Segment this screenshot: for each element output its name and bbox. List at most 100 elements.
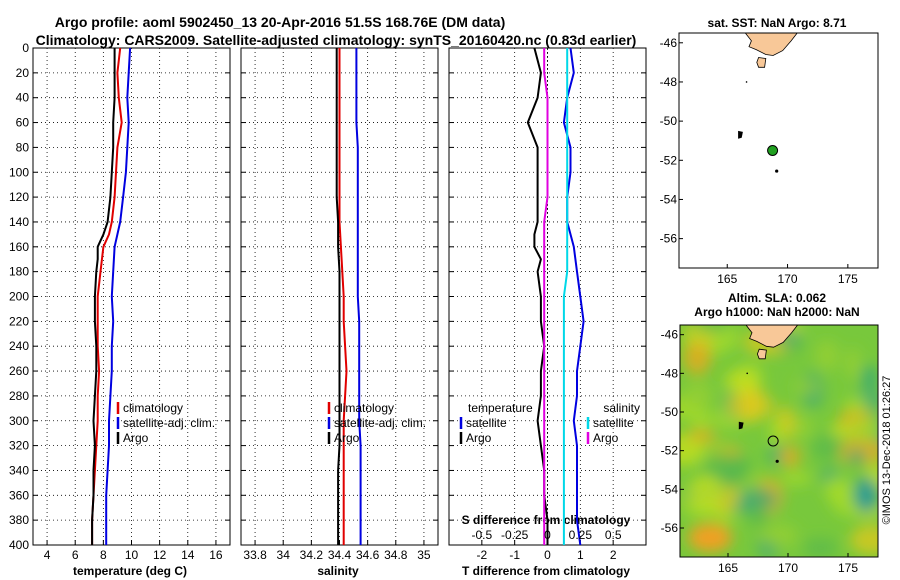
- y-tick-label: 200: [9, 290, 29, 304]
- sla-map-title-2: Argo h1000: NaN h2000: NaN: [694, 305, 859, 319]
- y-tick-label: 360: [9, 488, 29, 502]
- map-y-tick-label: -46: [661, 328, 679, 342]
- x-tick-label: -2: [476, 548, 487, 562]
- sla-blob: [682, 381, 713, 410]
- sla-blob: [747, 507, 770, 528]
- y-tick-label: 260: [9, 364, 29, 378]
- y-tick-label: 180: [9, 265, 29, 279]
- map-x-tick-label: 170: [778, 272, 798, 286]
- s-tick-label: -0.25: [501, 528, 529, 542]
- map-y-tick-label: -52: [661, 444, 679, 458]
- series-s-satellite-line: [562, 48, 569, 545]
- series-satellite-line: [105, 47, 132, 545]
- sla-blob: [841, 418, 878, 441]
- x-tick-label: 34.2: [300, 548, 324, 562]
- map-x-tick-label: 170: [778, 561, 798, 575]
- sla-blob: [683, 340, 712, 375]
- land-campbell-island: [775, 459, 779, 463]
- y-tick-label: 320: [9, 439, 29, 453]
- sla-blob: [780, 445, 801, 468]
- legend-label: Argo: [334, 431, 360, 445]
- series-climatology-line: [91, 47, 123, 545]
- argo-position-marker: [767, 145, 779, 156]
- series-t-argo-line: [526, 47, 549, 545]
- x-tick-label: 35: [417, 548, 431, 562]
- series-climatology-line: [338, 48, 348, 545]
- land-auckland-islands: [738, 130, 743, 139]
- series-argo-line: [91, 48, 116, 545]
- sla-blob: [792, 380, 821, 395]
- sla-blob-high: [688, 523, 732, 552]
- sla-map-panel: Altim. SLA: 0.062 Argo h1000: NaN h2000:…: [661, 291, 879, 575]
- sst-map-panel: sat. SST: NaN Argo: 8.71 165 170 175 -46 -48…: [660, 16, 879, 286]
- x-tick-label: -1: [509, 548, 520, 562]
- series-argo-line: [335, 48, 341, 545]
- x-tick-label: 10: [125, 548, 139, 562]
- s-tick-label: 0: [544, 528, 551, 542]
- map-x-tick-label: 175: [838, 272, 858, 286]
- series-t-satellite-line: [562, 47, 585, 546]
- sla-blob: [732, 454, 751, 482]
- legend-label: Argo: [123, 431, 149, 445]
- sla-blob: [814, 340, 840, 371]
- s-tick-label: 0.25: [569, 528, 593, 542]
- sla-blob: [714, 511, 737, 525]
- land-stewart-island: [756, 57, 767, 68]
- map-frame: [678, 32, 879, 269]
- y-tick-label: 300: [9, 414, 29, 428]
- legend-label: satellite: [466, 416, 507, 430]
- legend-label: satellite-adj. clim.: [123, 416, 215, 430]
- x-tick-label: 34.4: [328, 548, 352, 562]
- map-x-tick-label: 165: [718, 561, 738, 575]
- map-x-tick-label: 165: [717, 272, 737, 286]
- y-tick-label: 80: [16, 140, 30, 154]
- salinity-panel: salinity 33.8 34 34.2 34.4 34.6 34.8 35 climato…: [240, 47, 439, 578]
- map-y-tick-label: -54: [661, 482, 679, 496]
- series-satellite-line: [355, 48, 362, 545]
- salinity-xlabel: salinity: [317, 564, 359, 578]
- x-tick-label: 12: [153, 548, 167, 562]
- s-tick-label: 0.5: [605, 528, 622, 542]
- sla-blob: [694, 325, 731, 333]
- map-y-tick-label: -48: [660, 75, 678, 89]
- sla-anomaly-field: [680, 325, 878, 557]
- y-tick-label: 280: [9, 389, 29, 403]
- y-tick-label: 400: [9, 538, 29, 552]
- sla-heatmap: [680, 325, 878, 557]
- y-tick-label: 340: [9, 463, 29, 477]
- x-tick-label: 34.8: [384, 548, 408, 562]
- map-y-tick-label: -56: [661, 521, 679, 535]
- y-tick-label: 40: [16, 91, 30, 105]
- y-tick-label: 100: [9, 165, 29, 179]
- map-y-tick-label: -56: [660, 232, 678, 246]
- x-tick-label: 1: [577, 548, 584, 562]
- x-tick-label: 16: [209, 548, 223, 562]
- y-tick-label: 0: [22, 41, 29, 55]
- map-y-tick-label: -48: [661, 366, 679, 380]
- sla-blob: [706, 441, 733, 454]
- sla-blob: [843, 396, 868, 414]
- legend-label: satellite-adj. clim.: [334, 416, 426, 430]
- title-line-2: Climatology: CARS2009. Satellite-adjuste…: [36, 32, 637, 48]
- sla-blob: [726, 389, 774, 422]
- land-campbell-island: [775, 169, 779, 173]
- map-y-tick-label: -50: [660, 114, 678, 128]
- y-tick-label: 380: [9, 513, 29, 527]
- legend-label: climatology: [123, 401, 183, 415]
- watermark: ©IMOS 13-Dec-2018 01:26:27: [881, 376, 893, 525]
- title-line-1: Argo profile: aoml 5902450_13 20-Apr-201…: [55, 14, 506, 30]
- land-auckland-islands: [738, 421, 744, 430]
- temperature-xlabel: temperature (deg C): [73, 564, 187, 578]
- s-difference-label: S difference from climatology: [462, 513, 631, 527]
- x-tick-label: 14: [181, 548, 195, 562]
- sla-blob: [760, 523, 798, 547]
- x-tick-label: 34: [277, 548, 291, 562]
- sla-map-title-1: Altim. SLA: 0.062: [728, 291, 826, 305]
- sla-blob: [687, 429, 717, 442]
- sla-blob: [689, 475, 724, 511]
- sla-blob: [780, 471, 812, 486]
- legend-title-salinity: salinity: [603, 401, 640, 415]
- sla-blob: [724, 368, 758, 395]
- x-tick-label: 6: [72, 548, 79, 562]
